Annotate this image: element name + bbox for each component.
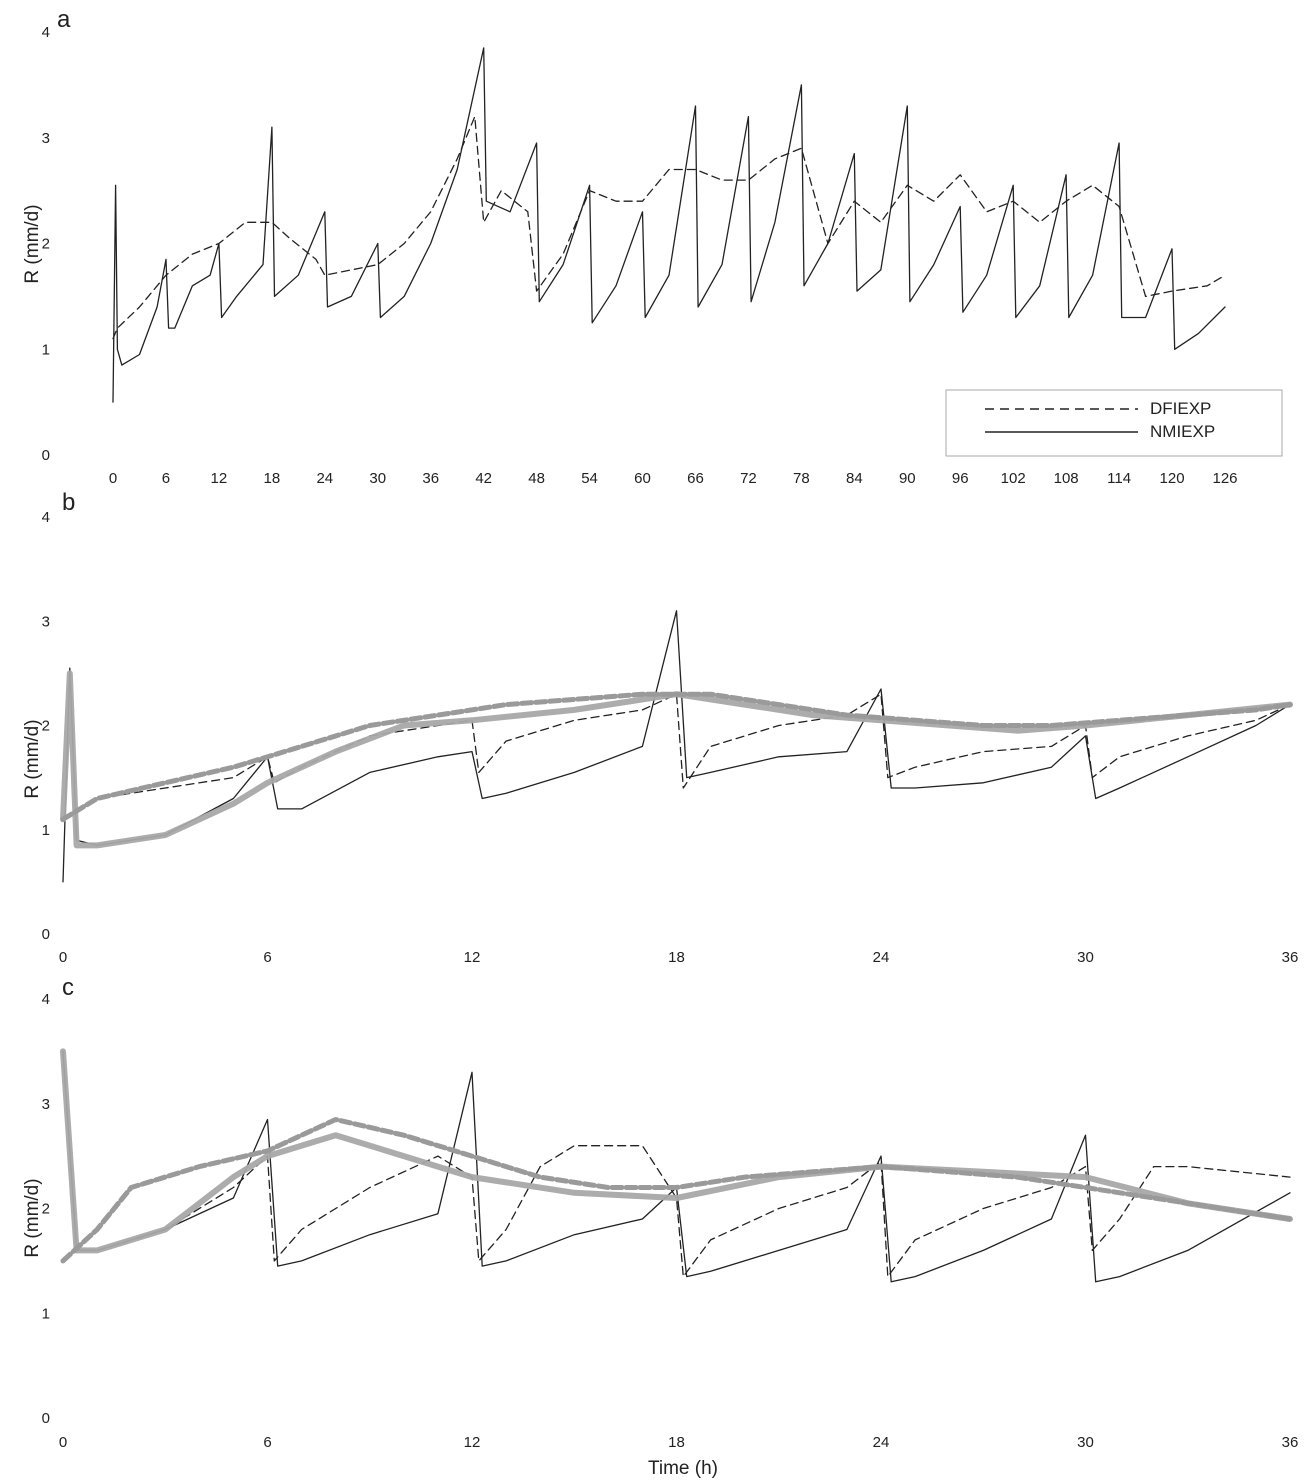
panel-a-xtick-label: 108 bbox=[1054, 470, 1079, 487]
panel-b-xtick-label: 6 bbox=[263, 949, 271, 966]
panel-a-xtick-label: 36 bbox=[422, 470, 439, 487]
panel-c-letter: c bbox=[62, 974, 74, 1001]
panel-a-xtick-label: 126 bbox=[1212, 470, 1237, 487]
panel-a-xtick-label: 66 bbox=[687, 470, 704, 487]
panel-a-xtick-label: 120 bbox=[1160, 470, 1185, 487]
x-axis-label: Time (h) bbox=[648, 1458, 718, 1479]
panel-c-xtick-label: 12 bbox=[464, 1434, 481, 1451]
panel-b-ytick-label: 3 bbox=[42, 613, 50, 630]
panel-c-ytick-label: 0 bbox=[42, 1410, 50, 1427]
panel-a-xtick-label: 30 bbox=[369, 470, 386, 487]
panel-a-ylabel: R (mm/d) bbox=[22, 204, 43, 283]
panel-b-xtick-label: 12 bbox=[464, 949, 481, 966]
panel-b-ytick-label: 4 bbox=[42, 509, 50, 526]
panel-a-xtick-label: 12 bbox=[211, 470, 228, 487]
panel-b-series-gray-dashed-band-line bbox=[60, 691, 1293, 822]
panel-a-xtick-label: 48 bbox=[528, 470, 545, 487]
panel-a-ytick-label: 1 bbox=[42, 341, 50, 358]
plot-layer: 0 6 12 18 24 30 36 42 48 54 60 66 72 78 84 90 96 102 108 11… bbox=[42, 24, 1299, 1451]
panel-c-series-thick-gray-band-line bbox=[60, 1048, 1293, 1254]
panel-c-ytick-label: 2 bbox=[42, 1201, 50, 1218]
panel-a-xtick-label: 0 bbox=[109, 470, 117, 487]
panel-a-xtick-label: 78 bbox=[793, 470, 810, 487]
panel-a-letter: a bbox=[57, 6, 71, 33]
panel-c-ytick-label: 4 bbox=[42, 991, 50, 1008]
panel-b-xtick-label: 18 bbox=[668, 949, 685, 966]
panel-c-xtick-label: 24 bbox=[873, 1434, 890, 1451]
panel-a-series-dfiexp-line bbox=[112, 115, 1226, 340]
panel-a-xtick-label: 114 bbox=[1107, 470, 1131, 487]
panel-a-ytick-label: 3 bbox=[42, 130, 50, 147]
panel-b-series-dashed-line bbox=[62, 693, 1291, 820]
panel-a-xtick-label: 18 bbox=[264, 470, 281, 487]
panel-a-xtick-label: 54 bbox=[581, 470, 598, 487]
panel-b-ytick-label: 2 bbox=[42, 718, 50, 735]
panel-c-series-gray-dashed-band-line bbox=[60, 1117, 1293, 1264]
panel-c-xtick-label: 30 bbox=[1077, 1434, 1094, 1451]
panel-c-xtick-label: 36 bbox=[1282, 1434, 1299, 1451]
legend-box bbox=[945, 389, 1283, 457]
panel-b-ytick-label: 1 bbox=[42, 822, 50, 839]
panel-b-xtick-label: 0 bbox=[59, 949, 67, 966]
panel-a-ytick-label: 4 bbox=[42, 24, 50, 41]
panel-a-xtick-label: 72 bbox=[740, 470, 757, 487]
panel-c-series-dashed-line bbox=[62, 1050, 1291, 1278]
panel-a-xtick-label: 6 bbox=[162, 470, 170, 487]
panel-a-ytick-label: 2 bbox=[42, 236, 50, 253]
legend-label-nmiexp: NMIEXP bbox=[1150, 422, 1215, 441]
panel-a-series-nmiexp-line bbox=[112, 47, 1226, 403]
panel-b-xtick-label: 36 bbox=[1282, 949, 1299, 966]
panel-c-ylabel: R (mm/d) bbox=[22, 1178, 43, 1257]
panel-a-xtick-label: 102 bbox=[1001, 470, 1026, 487]
panel-b-ylabel: R (mm/d) bbox=[22, 719, 43, 798]
panel-b-letter: b bbox=[62, 489, 75, 516]
panel-b-series-thick-gray-band-line bbox=[60, 670, 1293, 849]
panel-c-ytick-label: 1 bbox=[42, 1305, 50, 1322]
panel-a-ytick-label: 0 bbox=[42, 447, 50, 464]
panel-b-series-solid-line bbox=[62, 610, 1291, 883]
panel-b-ytick-label: 0 bbox=[42, 926, 50, 943]
panel-a-xtick-label: 84 bbox=[846, 470, 863, 487]
panel-c-xtick-label: 6 bbox=[263, 1434, 271, 1451]
panel-c-series-solid-line bbox=[62, 1050, 1291, 1283]
panel-a-xtick-label: 24 bbox=[316, 470, 333, 487]
panel-b-xtick-label: 24 bbox=[873, 949, 890, 966]
panel-a-xtick-label: 42 bbox=[475, 470, 492, 487]
panel-c-xtick-label: 18 bbox=[668, 1434, 685, 1451]
legend-label-dfiexp: DFIEXP bbox=[1150, 399, 1211, 418]
panel-c-xtick-label: 0 bbox=[59, 1434, 67, 1451]
legend: DFIEXP NMIEXP bbox=[945, 389, 1283, 457]
panel-a-xtick-label: 96 bbox=[952, 470, 969, 487]
panel-a: 0 6 12 18 24 30 36 42 48 54 60 66 72 78 84 90 96 102 108 11… bbox=[42, 24, 1238, 487]
panel-a-xtick-label: 60 bbox=[634, 470, 651, 487]
panel-c-ytick-label: 3 bbox=[42, 1096, 50, 1113]
panel-a-xtick-label: 90 bbox=[899, 470, 916, 487]
panel-b-xtick-label: 30 bbox=[1077, 949, 1094, 966]
